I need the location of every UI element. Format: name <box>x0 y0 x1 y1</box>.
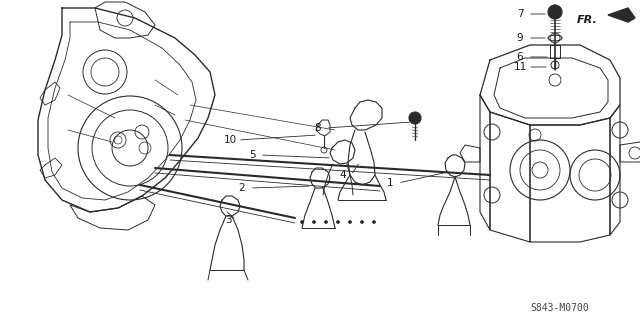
Text: 4: 4 <box>340 170 346 180</box>
Text: S843-M0700: S843-M0700 <box>530 303 589 313</box>
Text: 7: 7 <box>516 9 524 19</box>
Text: 2: 2 <box>239 183 245 193</box>
Text: 1: 1 <box>387 178 394 188</box>
Circle shape <box>349 220 351 224</box>
Circle shape <box>360 220 364 224</box>
Circle shape <box>551 8 559 16</box>
Circle shape <box>324 220 328 224</box>
Text: 11: 11 <box>513 62 527 72</box>
Circle shape <box>548 5 562 19</box>
Circle shape <box>409 112 421 124</box>
Text: 10: 10 <box>223 135 237 145</box>
Circle shape <box>337 220 339 224</box>
Text: 8: 8 <box>315 123 321 133</box>
Text: FR.: FR. <box>577 15 598 25</box>
Circle shape <box>312 220 316 224</box>
Text: 6: 6 <box>516 52 524 62</box>
Text: 9: 9 <box>516 33 524 43</box>
Circle shape <box>372 220 376 224</box>
Polygon shape <box>608 8 635 22</box>
Text: 3: 3 <box>225 215 231 225</box>
Circle shape <box>301 220 303 224</box>
Text: 5: 5 <box>249 150 255 160</box>
